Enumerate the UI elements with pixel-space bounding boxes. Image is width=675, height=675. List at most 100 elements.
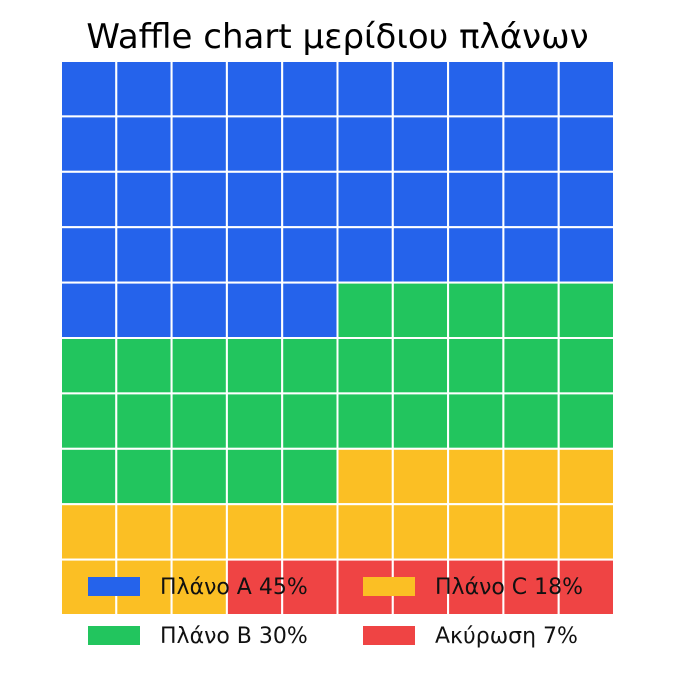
waffle-cell [60, 115, 118, 173]
waffle-cell [115, 503, 173, 561]
waffle-cell [170, 447, 228, 506]
waffle-cell [115, 60, 173, 118]
waffle-cell [557, 503, 616, 561]
legend-item: Πλάνο A 45% [88, 575, 308, 600]
legend-label: Πλάνο B 30% [160, 624, 308, 649]
waffle-cell [447, 392, 505, 450]
waffle-cell [557, 558, 616, 616]
waffle-cell [336, 503, 394, 561]
waffle-cell [225, 447, 284, 506]
waffle-cell [60, 281, 118, 340]
waffle-cell [502, 170, 560, 229]
waffle-cell [170, 226, 228, 284]
waffle-cells [60, 60, 616, 616]
waffle-cell [225, 170, 284, 229]
chart-title: Waffle chart μερίδιου πλάνων [86, 17, 588, 57]
waffle-cell [447, 281, 505, 340]
legend-label: Ακύρωση 7% [435, 624, 578, 649]
waffle-cell [336, 281, 394, 340]
waffle-cell [447, 558, 505, 616]
waffle-cell [502, 281, 560, 340]
waffle-cell [281, 558, 339, 616]
waffle-cell [170, 558, 228, 616]
waffle-cell [281, 170, 339, 229]
waffle-cell [502, 226, 560, 284]
legend-label: Πλάνο A 45% [160, 575, 308, 600]
waffle-cell [391, 226, 450, 284]
waffle-cell [281, 226, 339, 284]
waffle-cell [60, 447, 118, 506]
waffle-cell [115, 392, 173, 450]
waffle-cell [281, 503, 339, 561]
waffle-cell [502, 558, 560, 616]
waffle-cell [115, 337, 173, 395]
waffle-cell [336, 170, 394, 229]
waffle-cell [447, 337, 505, 395]
waffle-cell [557, 170, 616, 229]
waffle-cell [336, 337, 394, 395]
legend-item: Πλάνο B 30% [88, 624, 308, 649]
waffle-cell [391, 60, 450, 118]
waffle-cell [447, 447, 505, 506]
legend-swatch [88, 577, 140, 596]
waffle-cell [447, 226, 505, 284]
waffle-cell [170, 337, 228, 395]
waffle-cell [336, 60, 394, 118]
waffle-cell [60, 337, 118, 395]
legend-swatch [363, 577, 415, 596]
legend-swatch [88, 626, 140, 645]
waffle-cell [225, 503, 284, 561]
waffle-cell [336, 447, 394, 506]
waffle-cell [170, 115, 228, 173]
waffle-cell [391, 503, 450, 561]
waffle-cell [557, 60, 616, 118]
waffle-cell [225, 337, 284, 395]
waffle-cell [281, 60, 339, 118]
waffle-cell [281, 337, 339, 395]
waffle-cell [447, 115, 505, 173]
waffle-cell [557, 392, 616, 450]
waffle-cell [225, 392, 284, 450]
waffle-cell [170, 503, 228, 561]
waffle-cell [557, 447, 616, 506]
waffle-cell [60, 170, 118, 229]
waffle-cell [447, 503, 505, 561]
waffle-cell [60, 226, 118, 284]
waffle-cell [336, 392, 394, 450]
waffle-cell [281, 281, 339, 340]
legend-swatch [363, 626, 415, 645]
waffle-cell [225, 60, 284, 118]
waffle-cell [170, 392, 228, 450]
waffle-cell [170, 60, 228, 118]
waffle-cell [115, 115, 173, 173]
waffle-cell [281, 447, 339, 506]
legend: Πλάνο A 45% Πλάνο B 30% Πλάνο C 18% Ακύρωση… [88, 575, 583, 649]
waffle-cell [502, 60, 560, 118]
waffle-cell [502, 392, 560, 450]
waffle-cell [557, 281, 616, 340]
waffle-cell [115, 170, 173, 229]
legend-item: Πλάνο C 18% [363, 575, 583, 600]
waffle-cell [336, 226, 394, 284]
waffle-cell [557, 115, 616, 173]
waffle-cell [281, 392, 339, 450]
waffle-cell [557, 337, 616, 395]
waffle-cell [115, 447, 173, 506]
waffle-cell [557, 226, 616, 284]
legend-item: Ακύρωση 7% [363, 624, 578, 649]
waffle-cell [115, 281, 173, 340]
waffle-cell [502, 115, 560, 173]
legend-label: Πλάνο C 18% [435, 575, 583, 600]
waffle-cell [281, 115, 339, 173]
waffle-cell [170, 170, 228, 229]
waffle-cell [502, 337, 560, 395]
waffle-cell [391, 447, 450, 506]
waffle-cell [225, 115, 284, 173]
waffle-cell [336, 115, 394, 173]
waffle-cell [115, 226, 173, 284]
waffle-cell [391, 337, 450, 395]
waffle-cell [170, 281, 228, 340]
waffle-cell [60, 392, 118, 450]
waffle-cell [502, 447, 560, 506]
